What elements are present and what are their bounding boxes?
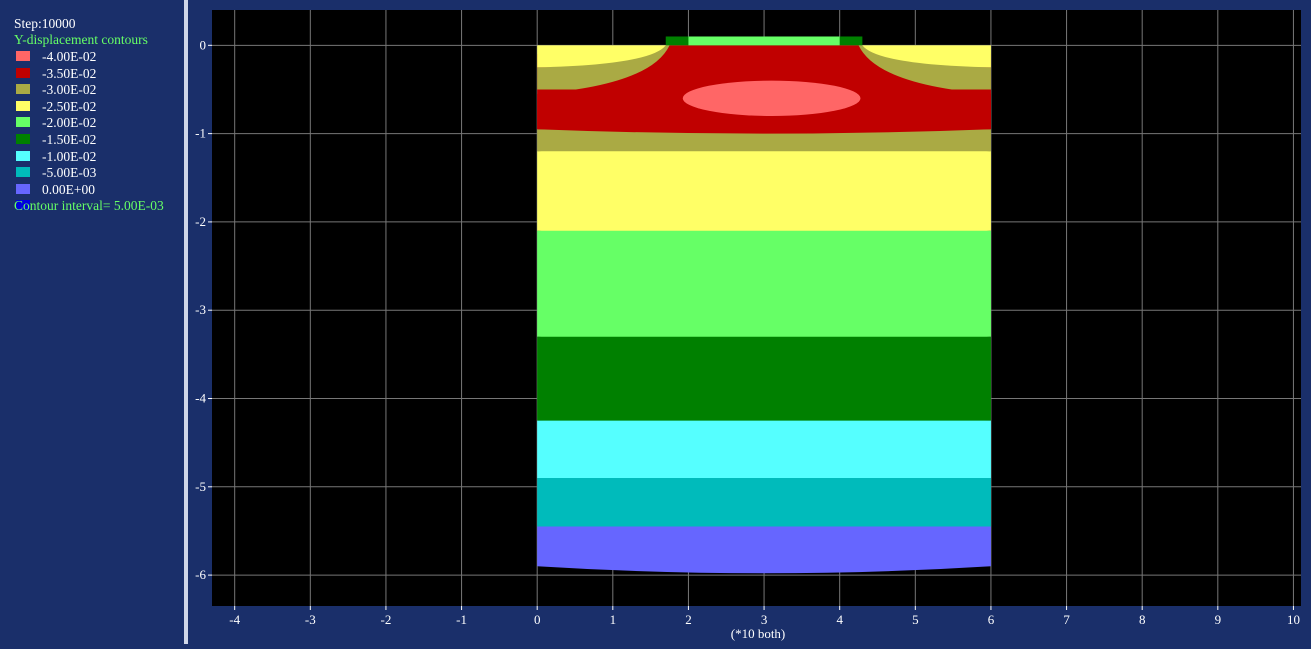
x-tick-label: -2 <box>381 612 392 627</box>
legend-label: -3.50E-02 <box>42 65 97 81</box>
x-tick-label: 2 <box>685 612 692 627</box>
contour-band <box>537 151 991 238</box>
y-tick-label: -3 <box>195 302 206 317</box>
x-tick-label: 10 <box>1287 612 1300 627</box>
x-tick-label: 0 <box>534 612 541 627</box>
contour-band <box>537 420 991 485</box>
legend-swatch <box>16 117 30 128</box>
legend-label: -1.00E-02 <box>42 148 97 164</box>
contour-band <box>537 336 991 428</box>
x-tick-label: 6 <box>988 612 995 627</box>
legend-label: -4.00E-02 <box>42 49 97 64</box>
x-tick-label: -3 <box>305 612 316 627</box>
legend-swatch <box>16 51 30 61</box>
y-tick-label: -5 <box>195 479 206 494</box>
x-axis-ticks: -4 -3 -2 -1 0 1 2 3 4 5 6 7 8 9 10 <box>229 606 1300 627</box>
footing <box>688 36 840 46</box>
legend-label: 0.00E+00 <box>42 181 95 197</box>
legend-label: -2.00E-02 <box>42 115 97 131</box>
legend-swatch <box>16 150 30 161</box>
step-label: Step:10000 <box>14 16 76 31</box>
y-tick-label: -6 <box>195 567 206 582</box>
x-tick-label: 1 <box>610 612 617 627</box>
y-axis-ticks: 0 -1 -2 -3 -4 -5 -6 <box>195 37 212 582</box>
x-tick-label: 7 <box>1063 612 1070 627</box>
legend-label: -2.50E-02 <box>42 98 97 114</box>
legend-swatch <box>16 67 30 78</box>
y-tick-label: -1 <box>195 126 206 141</box>
contour-band-max <box>682 80 861 116</box>
x-tick-label: 5 <box>912 612 919 627</box>
legend-swatch <box>16 84 30 95</box>
plot-area: -4 -3 -2 -1 0 1 2 3 4 5 6 7 8 9 10 0 -1 -2 -3 -4 -5 -6 (*10 … <box>188 0 1311 644</box>
x-axis-label: (*10 both) <box>731 626 786 641</box>
contour-band <box>537 477 991 534</box>
contour-band <box>537 526 991 574</box>
contour-interval-label: Contour interval= 5.00E-03 <box>14 198 164 213</box>
panel-divider <box>184 0 188 644</box>
contour-chart: -4 -3 -2 -1 0 1 2 3 4 5 6 7 8 9 10 0 -1 -2 -3 -4 -5 -6 (*10 … <box>188 0 1311 644</box>
legend-swatch <box>16 200 30 211</box>
x-tick-label: -1 <box>456 612 467 627</box>
legend-label: -5.00E-03 <box>42 165 97 181</box>
legend-label: -3.00E-02 <box>42 82 97 98</box>
y-tick-label: -2 <box>195 214 206 229</box>
x-tick-label: -4 <box>229 612 240 627</box>
legend-swatch <box>16 167 30 178</box>
contour-bands <box>537 36 991 574</box>
x-tick-label: 8 <box>1139 612 1146 627</box>
legend-panel: Step:10000 Y-displacement contours -4.00… <box>0 0 184 644</box>
legend-label: -1.50E-02 <box>42 132 97 147</box>
legend-swatch <box>16 134 30 144</box>
x-tick-label: 3 <box>761 612 768 627</box>
legend-swatch <box>16 100 30 111</box>
x-tick-label: 9 <box>1215 612 1222 627</box>
contour-band <box>537 129 991 159</box>
y-tick-label: 0 <box>200 37 207 52</box>
y-tick-label: -4 <box>195 391 206 406</box>
legend-title: Y-displacement contours <box>14 32 148 47</box>
legend-swatch <box>16 183 30 194</box>
x-tick-label: 4 <box>836 612 843 627</box>
contour-band <box>537 230 991 344</box>
